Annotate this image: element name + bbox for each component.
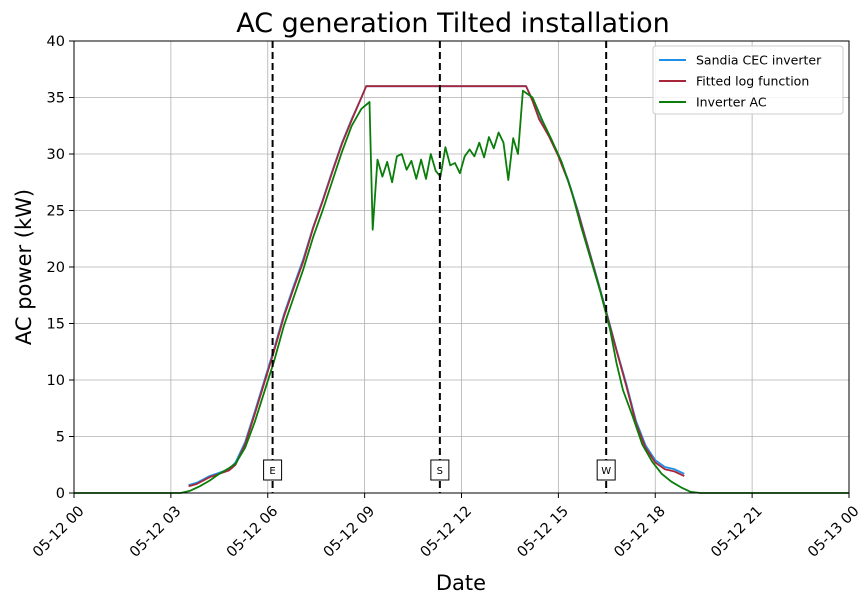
y-tick-label: 15 [47, 317, 65, 333]
y-tick-label: 35 [47, 91, 65, 107]
x-tick-label: 05-13 00 [805, 503, 858, 560]
x-tick-label: 05-12 21 [708, 503, 765, 560]
legend-label: Sandia CEC inverter [696, 53, 822, 68]
vline-label-box [263, 459, 283, 481]
x-tick-label: 05-12 18 [611, 503, 668, 560]
legend-label: Fitted log function [696, 74, 809, 89]
y-tick-label: 40 [47, 34, 65, 50]
x-tick-label: 05-12 03 [127, 503, 184, 560]
y-tick-label: 10 [47, 373, 65, 389]
vline-label-box [596, 459, 616, 481]
series-line-0 [188, 85, 685, 486]
x-tick-label: 05-12 15 [515, 503, 572, 560]
legend: Sandia CEC inverter Fitted log function In… [652, 45, 844, 115]
vline-label: W [601, 466, 611, 477]
y-tick-label: 30 [47, 147, 65, 163]
x-tick-label: 05-12 12 [418, 503, 475, 560]
y-tick-label: 5 [56, 430, 65, 446]
x-ticks: 05-12 00 05-12 03 05-12 06 05-12 09 05-12 12… [30, 493, 858, 561]
legend-label: Inverter AC [696, 95, 767, 110]
series-line-1 [188, 85, 685, 488]
y-tick-label: 20 [47, 260, 65, 276]
x-axis-label: Date [436, 571, 486, 595]
y-tick-label: 25 [47, 204, 65, 220]
x-tick-label: 05-12 09 [321, 503, 378, 560]
series-layer [74, 85, 849, 494]
chart-title: AC generation Tilted installation [236, 8, 670, 39]
series-line-2 [74, 89, 849, 494]
y-ticks: 0 5 10 15 20 25 30 35 40 [47, 34, 74, 502]
x-tick-label: 05-12 00 [30, 503, 87, 560]
vline-label: E [269, 466, 275, 477]
legend-box [652, 45, 844, 115]
x-tick-label: 05-12 06 [224, 503, 281, 560]
y-axis-label: AC power (kW) [12, 189, 36, 345]
vline-label: S [437, 466, 443, 477]
y-tick-label: 0 [56, 486, 65, 502]
vline-label-box [430, 459, 450, 481]
